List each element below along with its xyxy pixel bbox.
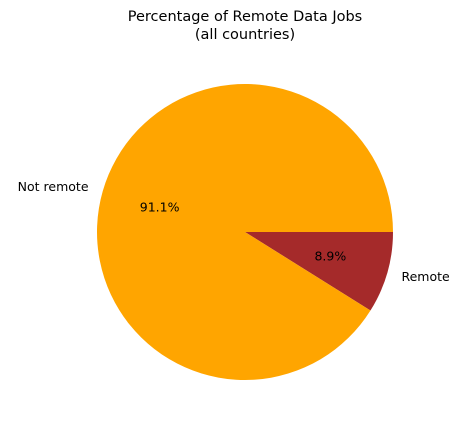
pie-slice-remote xyxy=(245,232,393,311)
pie-slices xyxy=(97,84,393,381)
pie-pct-label-not-remote: 91.1% xyxy=(140,199,180,214)
pie-category-label-not-remote: Not remote xyxy=(18,179,89,194)
pie-category-label-remote: Remote xyxy=(401,269,450,284)
pie-slice-not-remote xyxy=(97,84,393,381)
chart-title: Percentage of Remote Data Jobs xyxy=(128,9,362,25)
pie-labels: 8.9% Remote 91.1% Not remote xyxy=(18,179,450,284)
chart-subtitle: (all countries) xyxy=(195,27,295,43)
pie-pct-label-remote: 8.9% xyxy=(314,249,346,264)
